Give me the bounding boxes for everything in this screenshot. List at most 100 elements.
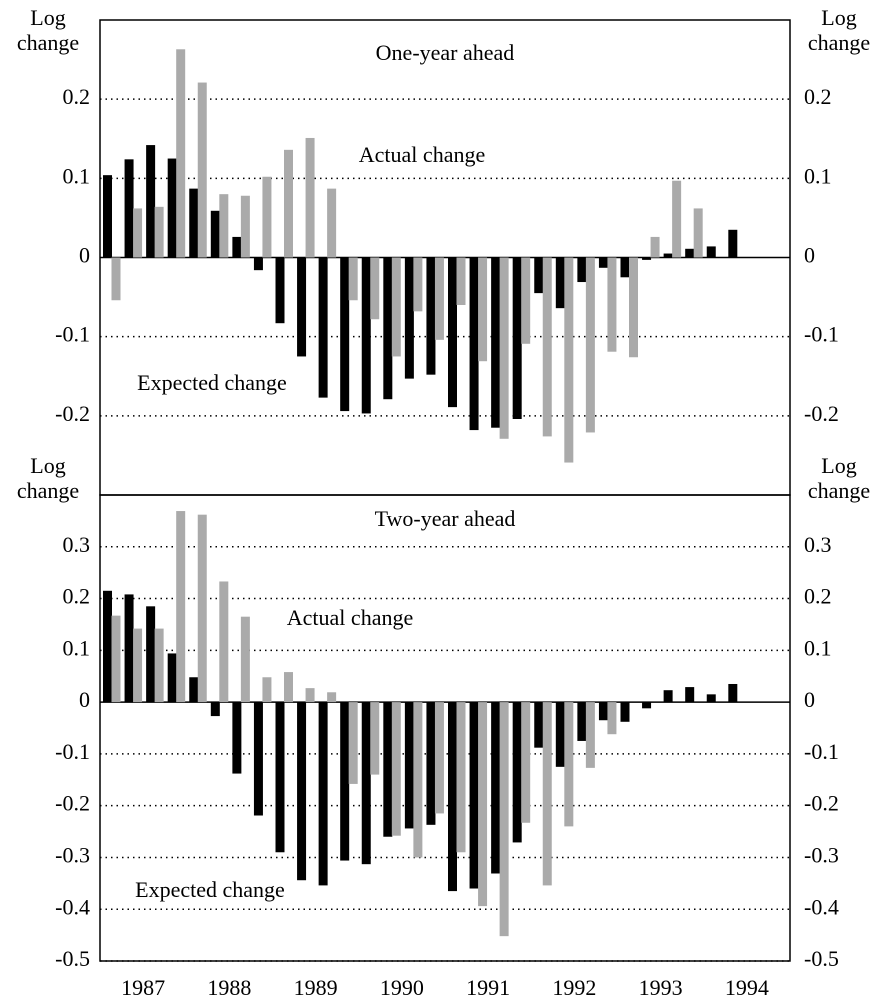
bar: [426, 257, 436, 375]
bar: [491, 257, 501, 428]
bar: [685, 687, 695, 703]
bar: [577, 257, 587, 283]
y-tick-label: 0.1: [63, 635, 91, 660]
bar: [327, 692, 337, 703]
bar: [663, 690, 673, 703]
bar: [240, 195, 250, 258]
bar: [383, 702, 393, 837]
bar: [240, 616, 250, 703]
y-tick-label: 0.2: [63, 84, 91, 109]
y2-tick-label: 0.2: [804, 584, 832, 609]
y2-axis-label: Log change: [807, 453, 871, 503]
bar: [210, 210, 220, 258]
bar: [305, 688, 315, 703]
bar: [728, 683, 738, 703]
y-tick-label: -0.1: [55, 739, 90, 764]
y-tick-label: 0.3: [63, 532, 91, 557]
bar: [555, 257, 565, 309]
bar: [577, 702, 587, 741]
bar: [642, 702, 652, 709]
bar: [607, 702, 617, 735]
y2-tick-label: -0.3: [804, 842, 839, 867]
bar: [253, 257, 263, 271]
bar: [404, 257, 414, 379]
bar: [469, 257, 479, 431]
y-tick-label: -0.1: [55, 322, 90, 347]
bar: [167, 653, 177, 703]
bar: [413, 257, 423, 312]
y-tick-label: -0.3: [55, 842, 90, 867]
annotation: Actual change: [287, 605, 413, 630]
y-tick-label: -0.2: [55, 791, 90, 816]
bar: [585, 257, 595, 433]
bar: [210, 702, 220, 717]
bar: [413, 702, 423, 858]
plot-frame: [99, 494, 791, 962]
y2-tick-label: -0.2: [804, 791, 839, 816]
bar: [154, 628, 164, 703]
bar: [426, 702, 436, 825]
y2-tick-label: 0: [804, 243, 815, 268]
bar: [620, 702, 630, 722]
bar: [361, 702, 371, 865]
y-tick-label: 0: [79, 243, 90, 268]
bar: [370, 257, 380, 320]
y-tick-label: 0.2: [63, 584, 91, 609]
bar: [262, 677, 272, 703]
bar: [512, 257, 522, 419]
bar: [340, 702, 350, 861]
bar: [391, 702, 401, 836]
y2-tick-label: 0: [804, 687, 815, 712]
bar: [542, 257, 552, 437]
bar: [650, 236, 660, 258]
bar: [197, 82, 207, 258]
bar: [361, 257, 371, 414]
bar: [275, 702, 285, 853]
bar: [297, 702, 307, 881]
bar: [232, 702, 242, 774]
y2-tick-label: 0.2: [804, 84, 832, 109]
bar: [124, 159, 134, 258]
bar: [598, 702, 608, 721]
x-tick-label: 1987: [121, 975, 165, 1000]
bar: [327, 188, 337, 258]
bar: [706, 694, 716, 703]
y-tick-label: -0.2: [55, 401, 90, 426]
bar: [434, 702, 444, 814]
bar: [284, 672, 293, 703]
y2-tick-label: -0.1: [804, 322, 839, 347]
bar: [448, 257, 457, 408]
bar: [448, 702, 457, 892]
bar: [555, 702, 565, 767]
bar: [620, 257, 630, 278]
y-tick-label: -0.5: [55, 946, 90, 971]
bar: [585, 702, 595, 768]
bar: [348, 702, 358, 784]
y2-tick-label: -0.5: [804, 946, 839, 971]
bar: [499, 257, 509, 439]
x-tick-label: 1992: [552, 975, 596, 1000]
bar: [706, 246, 716, 258]
bar: [111, 615, 121, 703]
bar: [728, 229, 738, 258]
bar: [534, 257, 544, 294]
chart-title: One-year ahead: [376, 40, 515, 65]
x-tick-label: 1989: [294, 975, 338, 1000]
bar: [685, 248, 695, 258]
bar: [253, 702, 263, 816]
bar: [534, 702, 544, 748]
bar: [167, 158, 177, 258]
annotation: Actual change: [359, 142, 485, 167]
x-tick-label: 1988: [207, 975, 251, 1000]
bar: [232, 236, 242, 258]
bar: [176, 49, 186, 258]
y2-tick-label: -0.4: [804, 894, 839, 919]
y-tick-label: -0.4: [55, 894, 90, 919]
bar: [663, 253, 673, 258]
bar: [305, 137, 315, 258]
bar: [111, 257, 121, 301]
bar: [404, 702, 414, 829]
bar: [348, 257, 358, 301]
bar: [521, 257, 531, 344]
